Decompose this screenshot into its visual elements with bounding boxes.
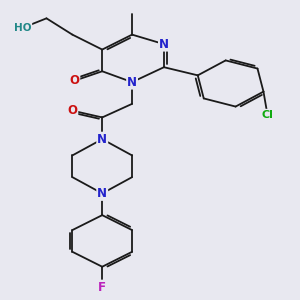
Text: F: F bbox=[98, 280, 106, 294]
Text: O: O bbox=[69, 74, 80, 87]
Text: N: N bbox=[159, 38, 169, 51]
Text: Cl: Cl bbox=[262, 110, 273, 120]
Text: N: N bbox=[97, 187, 107, 200]
Text: N: N bbox=[97, 133, 107, 146]
Text: HO: HO bbox=[14, 23, 31, 33]
Text: N: N bbox=[127, 76, 137, 88]
Text: O: O bbox=[68, 104, 77, 117]
